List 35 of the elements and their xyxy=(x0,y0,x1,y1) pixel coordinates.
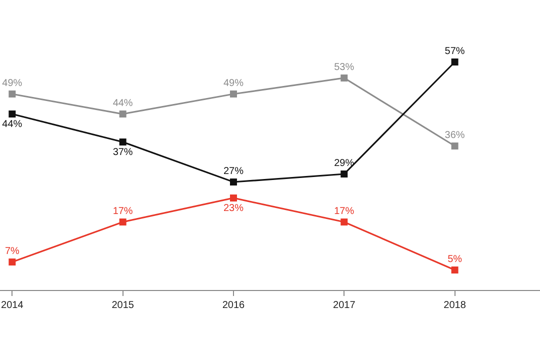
point xyxy=(8,90,16,98)
data-label: 5% xyxy=(448,254,462,266)
data-label: 44% xyxy=(112,98,133,110)
data-label: 53% xyxy=(334,62,354,74)
x-tick-label: 2017 xyxy=(333,300,356,311)
point xyxy=(8,258,16,266)
data-label: 17% xyxy=(112,206,133,218)
point xyxy=(340,170,348,178)
data-label: 17% xyxy=(334,206,354,218)
x-tick-label: 2018 xyxy=(444,300,466,311)
point xyxy=(119,110,126,118)
point xyxy=(451,266,458,274)
data-label: 37% xyxy=(112,146,133,158)
point xyxy=(340,74,348,82)
data-label: 44% xyxy=(2,118,22,130)
x-tick-label: 2016 xyxy=(222,300,246,311)
data-label: 36% xyxy=(444,130,465,142)
point xyxy=(230,90,237,98)
point xyxy=(8,110,16,118)
data-label: 27% xyxy=(223,166,244,178)
point xyxy=(119,138,126,146)
data-label: 23% xyxy=(223,202,244,214)
data-label: 49% xyxy=(223,78,244,90)
point xyxy=(230,178,237,186)
x-tick-label: 2015 xyxy=(112,300,134,311)
data-label: 57% xyxy=(444,46,465,58)
point xyxy=(230,194,237,202)
data-label: 7% xyxy=(4,246,20,258)
data-label: 49% xyxy=(2,78,22,90)
point xyxy=(451,58,458,66)
point xyxy=(340,218,348,226)
x-tick-label: 2014 xyxy=(1,300,24,311)
data-label: 29% xyxy=(334,158,354,170)
point xyxy=(451,142,458,150)
point xyxy=(119,218,126,226)
